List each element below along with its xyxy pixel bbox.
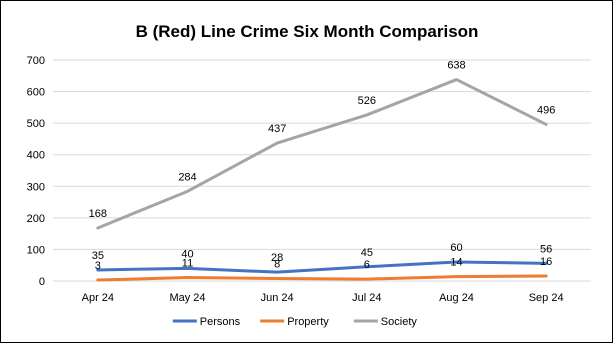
data-label-society: 496 [537,104,555,116]
data-label-property: 16 [540,256,552,268]
x-tick-label: Jun 24 [261,292,294,304]
series-line-society [96,78,548,230]
data-label-property: 11 [182,258,193,270]
data-label-persons: 28 [271,252,283,264]
legend-item-property: Property [260,316,329,328]
y-tick-label: 700 [27,55,45,67]
data-label-persons: 40 [181,248,193,260]
data-label-persons: 45 [361,247,373,259]
data-label-persons: 56 [540,243,552,255]
x-axis-ticks: Apr 24 May 24 Jun 24 Jul 24 Aug 24 Sep 24 [82,292,564,304]
data-label-society: 284 [178,171,196,183]
x-tick-label: Sep 24 [529,292,564,304]
data-label-society: 526 [358,95,376,107]
data-label-property: 6 [364,259,370,271]
y-tick-label: 400 [27,150,45,162]
legend: Persons Property Society [172,316,418,328]
data-label-persons: 60 [450,242,462,254]
series-line-property [96,274,548,282]
y-axis-ticks: 0 100 200 300 400 500 600 700 [27,55,45,288]
data-labels: 35 40 28 45 60 56 3 11 8 6 14 16 168 284 437 526 638 496 [89,60,556,272]
data-label-property: 3 [95,260,101,272]
x-tick-label: Jul 24 [352,292,381,304]
legend-item-society: Society [353,316,418,328]
y-tick-label: 500 [27,118,45,130]
x-tick-label: Apr 24 [82,292,114,304]
legend-label: Persons [200,316,241,328]
data-label-property: 8 [274,258,280,270]
data-label-property: 14 [450,257,462,269]
series-lines [96,78,548,282]
x-tick-label: May 24 [169,292,205,304]
y-tick-label: 600 [27,87,45,99]
data-label-society: 168 [89,208,107,220]
series-line-persons [96,260,548,274]
data-label-persons: 35 [92,250,104,262]
gridlines [53,59,591,282]
y-tick-label: 300 [27,181,45,193]
data-label-society: 437 [268,123,286,135]
legend-label: Society [381,316,418,328]
y-tick-label: 0 [39,276,45,288]
y-tick-label: 200 [27,213,45,225]
legend-item-persons: Persons [172,316,241,328]
chart-title: B (Red) Line Crime Six Month Comparison [136,22,479,41]
data-label-society: 638 [447,60,465,72]
x-tick-label: Aug 24 [439,292,474,304]
y-tick-label: 100 [27,244,45,256]
legend-label: Property [287,316,329,328]
